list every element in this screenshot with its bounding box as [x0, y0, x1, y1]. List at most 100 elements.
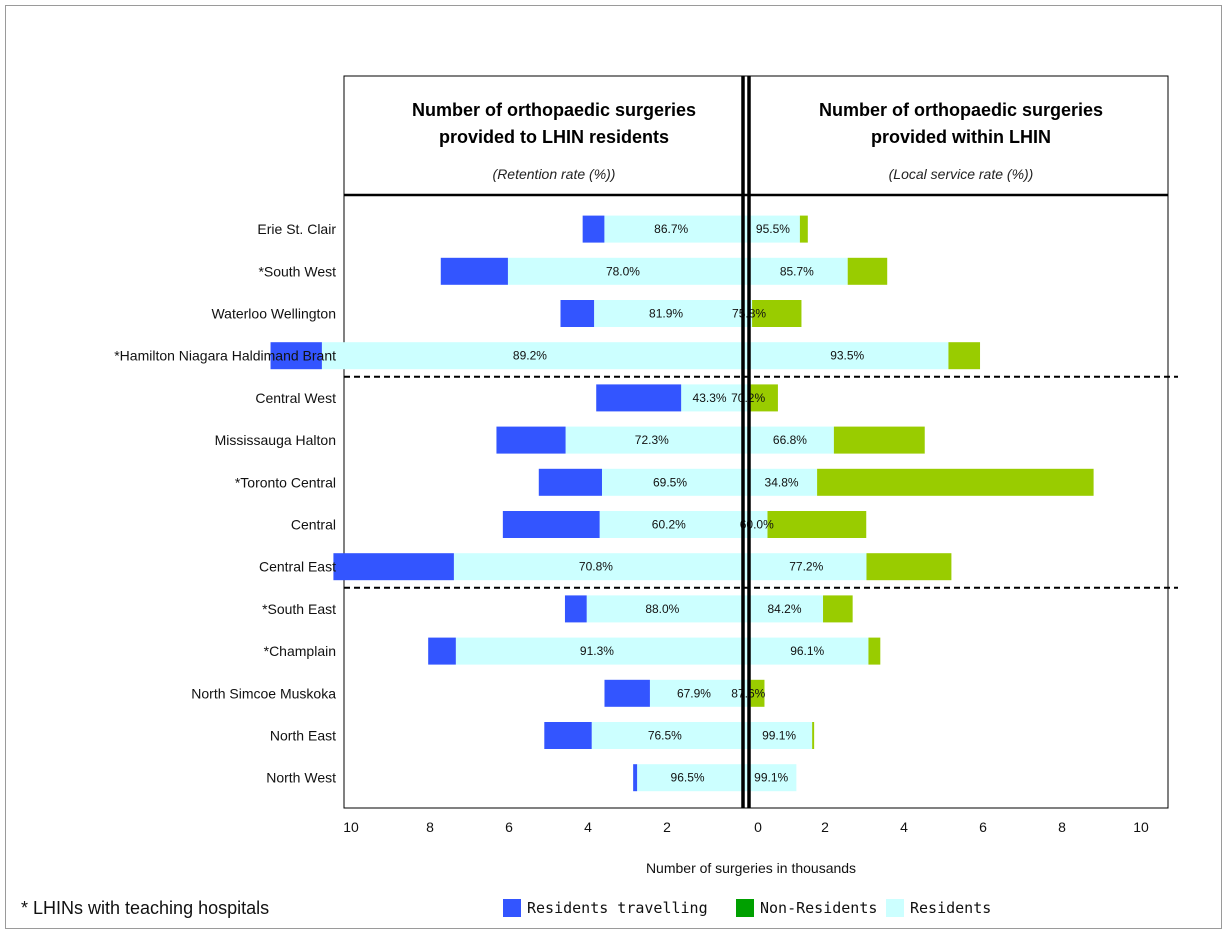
bar-residents-travelling	[270, 342, 322, 370]
bar-non-residents	[799, 215, 808, 243]
bar-residents-travelling	[560, 300, 595, 327]
retention-rate-label: 70.8%	[579, 560, 613, 574]
x-tick-label: 4	[584, 819, 592, 835]
category-label: *Champlain	[264, 643, 336, 659]
category-label: *South East	[262, 601, 336, 617]
x-axis-label: Number of surgeries in thousands	[646, 860, 856, 876]
retention-rate-label: 89.2%	[513, 349, 547, 363]
plot-border	[343, 75, 1169, 809]
bar-non-residents	[750, 384, 778, 412]
bar-residents-left	[601, 468, 746, 496]
category-label: Central	[291, 517, 336, 533]
panel-headers: Number of orthopaedic surgeries provided…	[412, 100, 1103, 182]
bar-residents-left	[649, 679, 746, 707]
bar-residents-right	[746, 426, 834, 454]
bar-residents-right	[746, 595, 824, 623]
retention-rate-label: 60.2%	[652, 518, 686, 532]
bar-residents-travelling	[333, 553, 454, 581]
bar-non-residents	[847, 257, 888, 285]
x-tick-label: 4	[900, 819, 908, 835]
x-tick-label: 2	[821, 819, 829, 835]
right-panel-title-line1: Number of orthopaedic surgeries	[819, 100, 1103, 120]
bar-residents-travelling	[428, 637, 456, 665]
bar-residents-left	[604, 215, 746, 243]
category-label: Central West	[255, 390, 336, 406]
local-service-rate-label: 95.5%	[756, 222, 790, 236]
local-service-rate-label: 77.2%	[789, 560, 823, 574]
bar-residents-left	[599, 511, 746, 538]
bar-residents-right	[746, 637, 869, 665]
retention-rate-label: 86.7%	[654, 222, 688, 236]
x-tick-label: 8	[1058, 819, 1066, 835]
bar-residents-right	[746, 553, 867, 581]
bar-residents-right	[746, 215, 800, 243]
bar-residents-travelling	[633, 764, 638, 792]
bar-residents-left	[586, 595, 746, 623]
local-service-rate-label: 34.8%	[765, 475, 799, 489]
bar-non-residents	[866, 553, 952, 581]
category-label: North West	[266, 770, 336, 786]
retention-rate-label: 91.3%	[580, 644, 614, 658]
bar-non-residents	[752, 300, 802, 327]
bar-residents-left	[591, 722, 746, 749]
retention-rate-label: 76.5%	[648, 729, 682, 743]
retention-rate-label: 72.3%	[635, 433, 669, 447]
legend-label: Residents travelling	[527, 899, 708, 917]
bar-residents-travelling	[596, 384, 682, 412]
x-tick-label: 0	[754, 819, 762, 835]
local-service-rate-label: 66.8%	[773, 433, 807, 447]
local-service-rate-label: 96.1%	[790, 644, 824, 658]
bar-residents-left	[594, 300, 746, 327]
x-tick-label: 2	[663, 819, 671, 835]
bar-residents-right	[746, 257, 848, 285]
retention-rate-label: 96.5%	[671, 771, 705, 785]
legend-label: Non-Residents	[760, 899, 877, 917]
bar-residents-travelling	[496, 426, 566, 454]
retention-rate-label: 67.9%	[677, 686, 711, 700]
retention-rate-label: 43.3%	[693, 391, 727, 405]
bar-non-residents	[868, 637, 881, 665]
retention-rate-label: 88.0%	[645, 602, 679, 616]
bar-residents-right	[746, 764, 797, 792]
local-service-rate-label: 99.1%	[754, 771, 788, 785]
legend-label: Residents	[910, 899, 991, 917]
bar-residents-left	[453, 553, 746, 581]
x-tick-label: 10	[1133, 819, 1149, 835]
local-service-rate-label: 93.5%	[830, 349, 864, 363]
legend-swatch	[736, 899, 754, 917]
x-tick-label: 6	[505, 819, 513, 835]
orthopaedic-surgeries-chart: Number of orthopaedic surgeries provided…	[21, 75, 1178, 918]
bar-non-residents	[812, 722, 815, 749]
bar-residents-left	[637, 764, 746, 792]
bar-non-residents	[833, 426, 925, 454]
bar-residents-right	[746, 511, 768, 538]
left-panel-title-line1: Number of orthopaedic surgeries	[412, 100, 696, 120]
bar-residents-travelling	[538, 468, 602, 496]
bar-residents-travelling	[564, 595, 587, 623]
x-tick-label: 6	[979, 819, 987, 835]
local-service-rate-label: 60.0%	[740, 518, 774, 532]
category-label: *Hamilton Niagara Haldimand Brant	[114, 348, 336, 364]
local-service-rate-label: 84.2%	[767, 602, 801, 616]
right-panel-subtitle: (Local service rate (%))	[889, 166, 1034, 182]
legend-swatch	[503, 899, 521, 917]
category-label: Waterloo Wellington	[211, 306, 336, 322]
bar-residents-right	[746, 722, 813, 749]
local-service-rate-label: 99.1%	[762, 729, 796, 743]
legend: Residents travelling Non-Residents Residen…	[503, 899, 991, 917]
bar-non-residents	[948, 342, 981, 370]
bar-residents-left	[681, 384, 746, 412]
bar-non-residents	[823, 595, 853, 623]
category-label: Central East	[259, 559, 336, 575]
category-label: Mississauga Halton	[215, 432, 336, 448]
x-tick-label: 10	[343, 819, 359, 835]
bar-residents-travelling	[440, 257, 508, 285]
category-label: Erie St. Clair	[257, 221, 336, 237]
bar-residents-left	[507, 257, 746, 285]
retention-rate-label: 81.9%	[649, 307, 683, 321]
bar-residents-travelling	[544, 722, 592, 749]
bar-non-residents	[817, 468, 1094, 496]
category-label: *Toronto Central	[235, 474, 336, 490]
bar-residents-right	[746, 342, 949, 370]
bar-residents-left	[565, 426, 746, 454]
